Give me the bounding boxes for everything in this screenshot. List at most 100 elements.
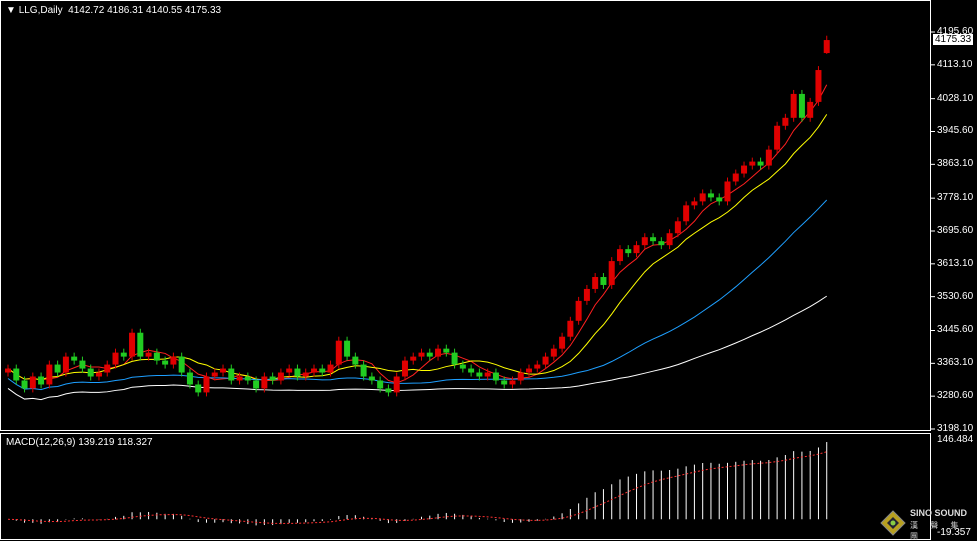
candle-body — [435, 348, 442, 357]
candle-body — [112, 352, 119, 365]
ma-60-line — [7, 295, 828, 401]
candle-body — [459, 364, 466, 369]
symbol-label: LLG,Daily — [18, 5, 63, 16]
candle-body — [790, 93, 797, 118]
candle-body — [401, 360, 408, 377]
candle-body — [650, 237, 657, 242]
candle-body — [699, 193, 706, 202]
candle-body — [468, 368, 475, 373]
candle-body — [683, 205, 690, 222]
candle-body — [815, 70, 822, 102]
candle-body — [277, 372, 284, 381]
candle-body — [476, 372, 483, 377]
ma-5-line — [7, 84, 828, 384]
candle-body — [757, 161, 764, 166]
candle-body — [426, 352, 433, 357]
candle-body — [691, 201, 698, 206]
candle-body — [575, 300, 582, 321]
price-tick-label: 3695.60 — [937, 224, 974, 236]
candle-body — [62, 356, 69, 373]
candle-body — [600, 277, 607, 285]
candle-body — [360, 364, 367, 377]
candle-body — [54, 364, 61, 373]
candle-body — [583, 288, 590, 301]
candle-body — [38, 376, 45, 385]
candle-body — [186, 372, 193, 385]
candle-body — [443, 348, 450, 353]
candle-body — [666, 233, 673, 246]
candle-body — [228, 368, 235, 381]
candle-body — [484, 372, 491, 377]
candle-body — [641, 237, 648, 246]
candle-body — [567, 320, 574, 337]
candle-body — [145, 352, 152, 357]
candle-body — [385, 388, 392, 393]
candle-body — [79, 360, 86, 369]
ma-30-line — [7, 199, 828, 391]
candle-body — [253, 380, 260, 389]
price-tick-label: 3530.60 — [937, 290, 974, 302]
price-tick-label: 3945.60 — [937, 125, 974, 137]
candle-body — [542, 356, 549, 365]
candle-body — [492, 372, 499, 381]
candle-body — [269, 376, 276, 381]
candle-body — [674, 221, 681, 234]
candle-body — [13, 368, 20, 381]
candle-body — [195, 384, 202, 393]
candle-body — [410, 356, 417, 361]
candle-body — [368, 376, 375, 381]
ma-10-line — [7, 114, 828, 381]
candle-body — [741, 165, 748, 174]
candle-body — [823, 40, 830, 54]
candle-body — [294, 368, 301, 377]
candle-body — [244, 376, 251, 381]
candle-body — [782, 117, 789, 126]
diamond-logo-icon — [880, 510, 906, 536]
price-tick-label: 3613.10 — [937, 257, 974, 269]
candle-body — [211, 372, 218, 377]
candle-body — [129, 332, 136, 357]
candle-body — [21, 380, 28, 389]
candle-body — [162, 360, 169, 365]
candle-body — [774, 125, 781, 150]
candle-body — [559, 336, 566, 349]
candle-body — [608, 261, 615, 285]
candle-body — [29, 376, 36, 389]
candle-body — [517, 372, 524, 381]
price-tick-label: 4028.10 — [937, 92, 974, 104]
candle-body — [749, 161, 756, 166]
candle-body — [261, 376, 268, 389]
candle-body — [203, 376, 210, 393]
candle-body — [526, 368, 533, 373]
price-tick-label: 3863.10 — [937, 158, 974, 170]
candle-body — [658, 241, 665, 246]
candle-body — [418, 352, 425, 357]
candle-body — [807, 101, 814, 118]
macd-signal-line — [7, 451, 827, 524]
price-tick-label: 4195.60 — [937, 26, 974, 37]
candle-body — [46, 364, 53, 385]
candle-body — [5, 368, 11, 373]
candle-body — [534, 364, 541, 369]
candle-body — [120, 352, 127, 357]
candle-body — [550, 348, 557, 357]
logo-text: SINO SOUND — [910, 508, 968, 518]
candle-body — [625, 249, 632, 254]
candle-body — [509, 380, 516, 385]
candle-body — [616, 249, 623, 262]
candle-body — [707, 193, 714, 198]
price-tick-label: 3363.10 — [937, 357, 974, 369]
candle-body — [104, 364, 111, 373]
candle-body — [302, 372, 309, 377]
candle-body — [327, 364, 334, 373]
candle-body — [724, 181, 731, 202]
macd-label: MACD(12,26,9) 139.219 118.327 — [6, 437, 153, 448]
price-tick-label: 3280.60 — [937, 390, 974, 402]
candle-body — [765, 149, 772, 166]
price-tick-label: 3778.10 — [937, 192, 974, 204]
candle-body — [71, 356, 78, 361]
candle-body — [236, 376, 243, 381]
candle-body — [220, 368, 227, 373]
